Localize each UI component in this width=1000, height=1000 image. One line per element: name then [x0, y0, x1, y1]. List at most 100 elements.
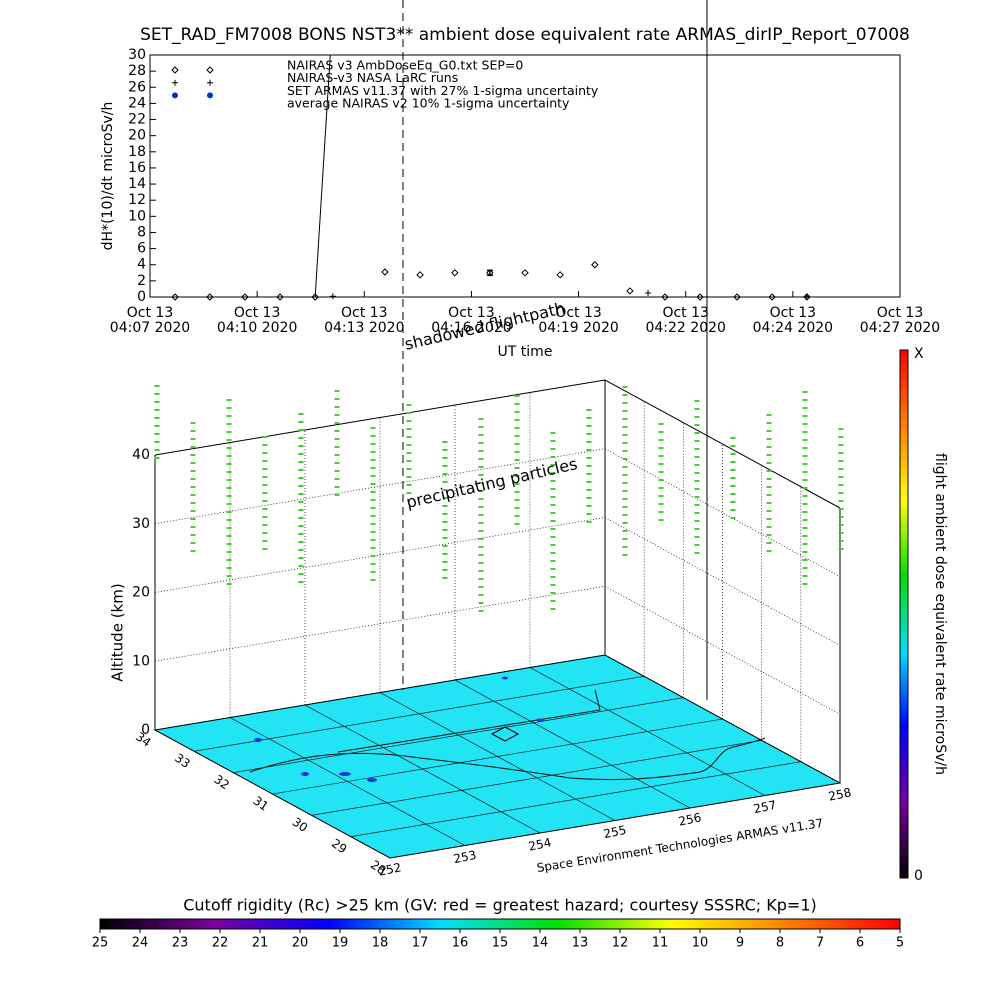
lon-tick-label: 258 — [827, 785, 852, 803]
dose-dash — [190, 542, 196, 544]
dose-dash — [442, 473, 448, 475]
y-tick-label: 4 — [137, 257, 146, 273]
z-tick-label: 10 — [132, 653, 150, 669]
dose-dash — [478, 426, 484, 428]
diamond-marker — [661, 293, 669, 301]
dose-dash — [334, 414, 340, 416]
dose-dash — [478, 586, 484, 588]
lon-tick-label: 252 — [377, 860, 402, 878]
dose-dash — [226, 399, 232, 401]
lon-tick-label: 253 — [452, 848, 477, 866]
wall-grid — [604, 517, 841, 646]
dose-dash — [370, 483, 376, 485]
dose-dash — [658, 423, 664, 425]
z-tick-label: 40 — [132, 447, 150, 463]
dose-dash — [694, 480, 700, 482]
dose-dash — [442, 545, 448, 547]
wall-grid — [604, 448, 841, 578]
colorbar-tick-label: 8 — [776, 936, 784, 951]
dose-dash — [226, 447, 232, 449]
dose-dash — [190, 454, 196, 456]
dose-dash — [694, 440, 700, 442]
y-tick-label: 14 — [128, 176, 146, 192]
dose-dash — [838, 444, 844, 446]
diamond-marker — [311, 293, 319, 301]
dose-dash — [514, 515, 520, 517]
dose-dash — [262, 452, 268, 454]
colorbar-tick-label: 5 — [896, 936, 904, 951]
dose-dash — [478, 538, 484, 540]
x-tick-label: Oct 13 04:16 2020 — [431, 305, 512, 336]
flight-track — [337, 689, 601, 753]
dose-dash — [838, 476, 844, 478]
dose-dash — [154, 409, 160, 411]
dose-dash — [478, 562, 484, 564]
dose-dash — [802, 407, 808, 409]
plot-frame — [149, 54, 901, 298]
dose-dash — [478, 458, 484, 460]
dose-dash — [478, 530, 484, 532]
colorbar-max-label: X — [914, 346, 924, 362]
diamond-marker — [171, 293, 179, 301]
dose-dash — [658, 463, 664, 465]
axis-edge — [154, 379, 606, 456]
dose-dash — [442, 521, 448, 523]
dose-dash — [586, 457, 592, 459]
dose-dash — [226, 423, 232, 425]
dose-dash — [406, 452, 412, 454]
dose-dash — [442, 577, 448, 579]
dose-dash — [226, 503, 232, 505]
dose-dash — [514, 499, 520, 501]
dose-dash — [550, 448, 556, 450]
dose-dash — [658, 431, 664, 433]
dose-dash — [586, 497, 592, 499]
colorbar-tick-label: 7 — [816, 936, 824, 951]
dose-dash — [802, 559, 808, 561]
y-tick-label: 8 — [137, 224, 146, 240]
dose-dash — [442, 553, 448, 555]
y-tick-label: 22 — [128, 112, 146, 128]
dose-dash — [478, 498, 484, 500]
diamond-marker — [733, 293, 741, 301]
dose-dash — [838, 492, 844, 494]
dose-dash — [730, 461, 736, 463]
x-tick-label: Oct 13 04:27 2020 — [859, 305, 941, 336]
dose-dash — [514, 395, 520, 397]
dose-dash — [622, 498, 628, 500]
dose-dash — [838, 540, 844, 542]
dose-dash — [802, 455, 808, 457]
dose-dash — [658, 439, 664, 441]
dose-dash — [442, 441, 448, 443]
y-tick-label: 18 — [128, 144, 146, 160]
dose-dash — [622, 490, 628, 492]
plus-marker — [207, 79, 213, 86]
dose-dash — [370, 515, 376, 517]
dose-dash — [262, 532, 268, 534]
dose-dash — [226, 495, 232, 497]
dose-dash — [190, 486, 196, 488]
floor-grid — [389, 782, 841, 859]
dose-dash — [190, 502, 196, 504]
x-axis-label: UT time — [498, 344, 553, 360]
dose-dash — [262, 500, 268, 502]
dose-dash — [334, 462, 340, 464]
dose-dash — [766, 526, 772, 528]
dose-dash — [622, 474, 628, 476]
dose-dash — [802, 423, 808, 425]
dose-dash — [478, 602, 484, 604]
dose-dash — [694, 464, 700, 466]
dose-dash — [694, 400, 700, 402]
diamond-marker — [241, 293, 249, 301]
dose-dash — [514, 523, 520, 525]
dose-dash — [226, 487, 232, 489]
dose-dash — [370, 547, 376, 549]
lat-tick-label: 31 — [251, 793, 272, 813]
dose-dash — [478, 474, 484, 476]
location-marker — [490, 726, 520, 742]
dose-dash — [298, 477, 304, 479]
colorbar-label: flight ambient dose equivalent rate micr… — [932, 453, 948, 775]
dose-dash — [190, 494, 196, 496]
dose-dash — [226, 511, 232, 513]
dose-dash — [514, 435, 520, 437]
axis-edge — [604, 379, 841, 509]
